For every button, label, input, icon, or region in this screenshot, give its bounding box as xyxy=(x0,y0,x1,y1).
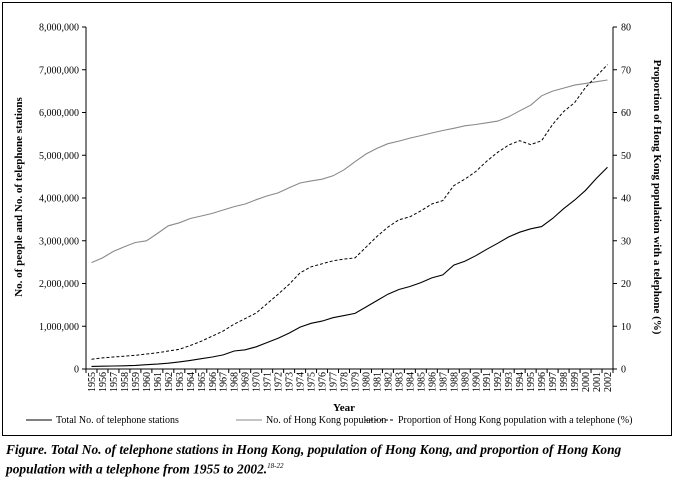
caption-reference: 18-22 xyxy=(267,462,284,470)
x-axis-tick-label: 1992 xyxy=(493,372,504,392)
left-axis-tick-label: 3,000,000 xyxy=(39,236,79,247)
x-axis-tick-label: 1965 xyxy=(197,372,208,392)
x-axis-tick-label: 1974 xyxy=(296,372,307,392)
right-axis-label: Proportion of Hong Kong population with … xyxy=(651,60,663,335)
x-axis-tick-label: 1994 xyxy=(515,372,526,392)
right-axis-tick-labels: 0 10 20 30 40 50 60 70 80 xyxy=(621,23,631,376)
x-axis-tick-label: 1968 xyxy=(230,372,241,392)
left-axis-label: No. of people and No. of telephone stati… xyxy=(13,97,25,297)
x-axis-tick-label: 1988 xyxy=(449,372,460,392)
x-axis-tick-label: 1998 xyxy=(559,372,570,392)
legend: Total No. of telephone stations No. of Ho… xyxy=(26,415,632,426)
x-axis-tick-label: 1999 xyxy=(570,372,581,392)
left-axis-tick-label: 0 xyxy=(74,365,79,376)
x-axis-tick-label: 1967 xyxy=(219,372,230,392)
figure-caption: Figure. Total No. of telephone stations … xyxy=(6,441,670,477)
x-axis-tick-label: 1955 xyxy=(87,372,98,392)
x-axis-tick-label: 1976 xyxy=(318,372,329,392)
x-axis-tick-label: 1981 xyxy=(372,372,383,392)
series-layer xyxy=(91,64,608,367)
x-axis-tick-label: 1978 xyxy=(340,372,351,392)
left-axis-tick-labels: 0 1,000,000 2,000,000 3,000,000 4,000,000 5,0… xyxy=(39,23,79,376)
right-axis-tick-label: 60 xyxy=(621,108,631,119)
x-axis-tick-label: 1966 xyxy=(208,372,219,392)
x-axis-tick-labels: 1955 1956 1957 1958 1959 1960 1961 1962 1963 1964… xyxy=(87,372,614,392)
x-axis-tick-label: 2001 xyxy=(592,372,603,392)
right-axis-tick-label: 10 xyxy=(621,322,631,333)
left-axis-tick-label: 7,000,000 xyxy=(39,65,79,76)
x-axis-tick-label: 1971 xyxy=(263,372,274,392)
x-axis-tick-label: 1973 xyxy=(285,372,296,392)
x-axis-tick-label: 1960 xyxy=(142,372,153,392)
right-axis-tick-label: 50 xyxy=(621,151,631,162)
x-axis-tick-label: 1957 xyxy=(109,372,120,392)
right-axis-tick-label: 80 xyxy=(621,23,631,34)
x-axis-tick-label: 2000 xyxy=(581,372,592,392)
x-axis-tick-label: 1987 xyxy=(438,372,449,392)
right-axis-tick-label: 70 xyxy=(621,65,631,76)
x-axis-tick-label: 1963 xyxy=(175,372,186,392)
series-line-1 xyxy=(91,166,608,367)
x-axis-tick-label: 1958 xyxy=(120,372,131,392)
left-axis-tick-label: 5,000,000 xyxy=(39,151,79,162)
x-axis-tick-label: 1982 xyxy=(383,372,394,392)
x-axis-tick-label: 1989 xyxy=(460,372,471,392)
x-axis-tick-label: 1984 xyxy=(405,372,416,392)
left-axis-tick-label: 2,000,000 xyxy=(39,279,79,290)
left-axis-tick-label: 4,000,000 xyxy=(39,194,79,205)
x-axis-tick-label: 2002 xyxy=(603,372,614,392)
right-axis-tick-label: 0 xyxy=(621,365,626,376)
right-axis-tick-label: 20 xyxy=(621,279,631,290)
series-line-3 xyxy=(91,64,608,360)
legend-label-1: Total No. of telephone stations xyxy=(56,415,179,426)
x-axis-tick-label: 1990 xyxy=(471,372,482,392)
line-chart: 0 1,000,000 2,000,000 3,000,000 4,000,000 5,0… xyxy=(13,23,663,427)
x-axis-tick-label: 1985 xyxy=(416,372,427,392)
x-axis-tick-label: 1979 xyxy=(351,372,362,392)
right-axis-tick-label: 30 xyxy=(621,236,631,247)
x-axis-tick-label: 1996 xyxy=(537,372,548,392)
x-axis-tick-label: 1962 xyxy=(164,372,175,392)
x-axis-tick-label: 1956 xyxy=(98,372,109,392)
x-axis-tick-label: 1997 xyxy=(548,372,559,392)
x-axis-tick-label: 1986 xyxy=(427,372,438,392)
figure-frame xyxy=(2,2,672,436)
left-axis-tick-label: 8,000,000 xyxy=(39,23,79,34)
x-axis-tick-label: 1983 xyxy=(394,372,405,392)
left-axis-tick-label: 1,000,000 xyxy=(39,322,79,333)
x-axis-tick-label: 1993 xyxy=(504,372,515,392)
left-axis-tick-label: 6,000,000 xyxy=(39,108,79,119)
x-axis-tick-label: 1972 xyxy=(274,372,285,392)
x-axis-tick-label: 1970 xyxy=(252,372,263,392)
axes xyxy=(82,26,617,373)
x-axis-label: Year xyxy=(333,402,355,414)
legend-label-3: Proportion of Hong Kong population with … xyxy=(398,415,632,426)
x-axis-tick-label: 1969 xyxy=(241,372,252,392)
legend-label-2: No. of Hong Kong population xyxy=(266,415,386,426)
x-axis-tick-label: 1959 xyxy=(131,372,142,392)
x-axis-tick-label: 1961 xyxy=(153,372,164,392)
x-axis-tick-label: 1995 xyxy=(526,372,537,392)
x-axis-tick-label: 1980 xyxy=(362,372,373,392)
x-axis-tick-label: 1977 xyxy=(329,372,340,392)
x-axis-tick-label: 1991 xyxy=(482,372,493,392)
right-axis-tick-label: 40 xyxy=(621,194,631,205)
series-line-2 xyxy=(91,79,608,264)
x-axis-tick-label: 1964 xyxy=(186,372,197,392)
caption-text: Figure. Total No. of telephone stations … xyxy=(6,442,622,477)
x-axis-tick-label: 1975 xyxy=(307,372,318,392)
